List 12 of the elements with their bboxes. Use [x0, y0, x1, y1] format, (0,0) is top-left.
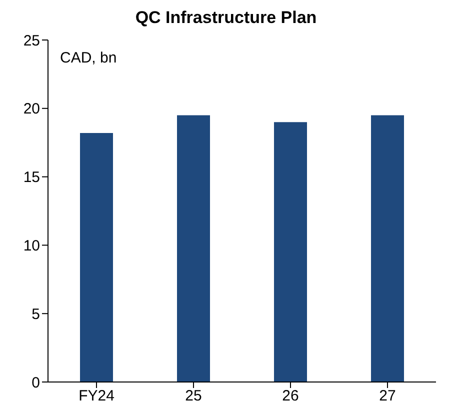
x-tick-label: 26	[282, 388, 299, 405]
y-tick-label: 0	[32, 374, 40, 392]
y-axis-title: CAD, bn	[60, 50, 117, 67]
chart-title: QC Infrastructure Plan	[134, 8, 318, 29]
x-tick-label: 27	[379, 388, 396, 405]
y-tick-label: 10	[23, 238, 40, 255]
y-tick-label: 20	[23, 100, 40, 118]
x-tick-label: 25	[185, 388, 202, 405]
y-tick-label: 25	[23, 32, 40, 50]
y-tick-label: 15	[23, 169, 40, 186]
x-tick-label: FY24	[78, 388, 114, 405]
y-tick-label: 5	[32, 306, 40, 323]
